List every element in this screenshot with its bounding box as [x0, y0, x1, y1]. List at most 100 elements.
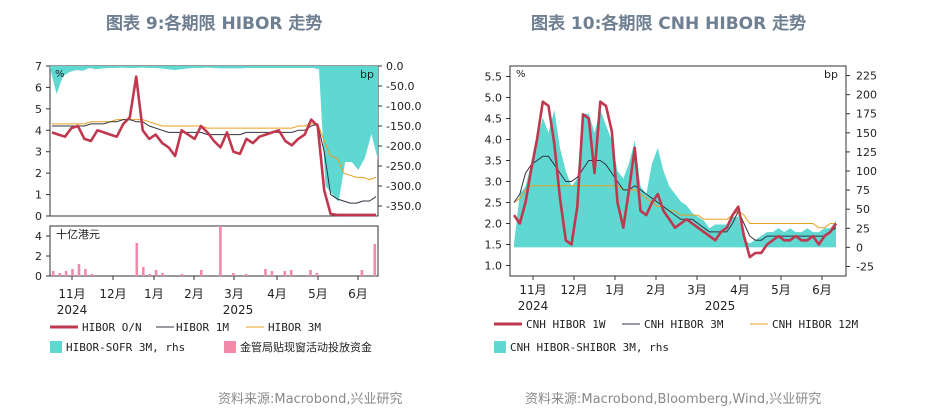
- left-y-tick-label: 6: [35, 81, 42, 94]
- right-legend-label: CNH HIBOR 3M: [644, 318, 724, 331]
- right-y2-tick-label: 200: [856, 89, 877, 102]
- right-y-unit: %: [516, 69, 526, 80]
- left-legend-label: HIBOR 1M: [176, 321, 229, 334]
- right-y2-tick-label: 150: [856, 127, 877, 140]
- left-bar-discount-window: [180, 274, 184, 276]
- left-x-tick-label: 3月: [224, 287, 244, 301]
- left-bar-discount-window: [64, 271, 68, 276]
- left-x-year-label: 2025: [223, 303, 254, 317]
- right-x-year-label: 2024: [518, 299, 549, 313]
- right-x-year-label: 2025: [705, 299, 736, 313]
- left-bar-discount-window: [283, 271, 287, 276]
- left-y2-tick-label: -50.0: [386, 80, 414, 93]
- right-y2-tick-label: 225: [856, 70, 877, 83]
- left-y2-tick-label: -100.0: [386, 100, 421, 113]
- left-bar-discount-window: [315, 273, 319, 276]
- right-y-tick-label: 1.0: [485, 260, 503, 273]
- left-bar-discount-window: [199, 270, 203, 276]
- right-y2-tick-label: 100: [856, 165, 877, 178]
- left-y-unit: %: [55, 69, 65, 80]
- left-bar-discount-window: [90, 274, 94, 276]
- right-x-tick-label: 12月: [560, 283, 587, 297]
- left-bar-discount-window: [373, 244, 377, 276]
- left-bar-discount-window: [264, 269, 267, 276]
- right-y2-tick-label: -25: [856, 260, 874, 273]
- left-bar-discount-window: [51, 271, 55, 276]
- left-bar-discount-window: [142, 267, 145, 276]
- left-bar-discount-window: [58, 273, 61, 276]
- left-bar-discount-window: [309, 270, 312, 276]
- left-y-tick-label: 1: [35, 189, 42, 202]
- left-x-tick-label: 4月: [267, 287, 287, 301]
- left-bar-discount-window: [232, 273, 235, 276]
- right-y-tick-label: 1.5: [485, 239, 503, 252]
- right-x-tick-label: 11月: [519, 283, 546, 297]
- right-x-tick-label: 3月: [687, 283, 707, 297]
- left-y2-tick-label: -200.0: [386, 140, 421, 153]
- right-x-tick-label: 1月: [605, 283, 625, 297]
- right-y-tick-label: 2.5: [485, 197, 503, 210]
- right-legend-label: CNH HIBOR 1W: [526, 318, 606, 331]
- right-y2-tick-label: 175: [856, 108, 877, 121]
- left-y2-tick-label: 0.0: [386, 60, 404, 73]
- left-bar-discount-window: [148, 274, 151, 276]
- left-bar-discount-window: [219, 226, 222, 276]
- right-y-tick-label: 4.5: [485, 113, 503, 126]
- left-y2-tick-label: -300.0: [386, 180, 421, 193]
- right-legend-label: CNH HIBOR 12M: [772, 318, 858, 331]
- left-bar-discount-window: [71, 269, 74, 276]
- right-series-line-0: [512, 100, 838, 259]
- left-legend-label: 金管局贴现窗活动投放资金: [240, 340, 372, 354]
- right-y2-tick-label: 125: [856, 146, 877, 159]
- left-y-tick-label: 2: [35, 167, 42, 180]
- right-x-tick-label: 4月: [730, 283, 750, 297]
- left-bar-discount-window: [289, 270, 293, 276]
- left-series-line-0: [51, 75, 376, 217]
- left-y-tick-label: 0: [35, 210, 42, 223]
- left-bar-discount-window: [77, 264, 81, 276]
- right-legend-label: CNH HIBOR-SHIBOR 3M, rhs: [510, 341, 669, 354]
- right-y2-tick-label: 0: [856, 241, 863, 254]
- left-x-tick-label: 1月: [144, 287, 164, 301]
- right-series-line-1: [513, 155, 837, 241]
- right-series-line-2: [513, 185, 836, 229]
- left-sub-ylabel: 十亿港元: [56, 227, 100, 241]
- left-y2-tick-label: -250.0: [386, 160, 421, 173]
- left-y-tick-label: 3: [35, 146, 42, 159]
- left-legend-swatch: [224, 341, 236, 353]
- left-bar-discount-window: [84, 269, 87, 276]
- left-series-line-1: [52, 119, 377, 204]
- left-chart: 0 1 2 3 4 5 6 7 0.0 -50.0 -100.0 -150.0 -200.0 -250.0…: [35, 60, 421, 354]
- right-chart-title: 图表 10:各期限 CNH HIBOR 走势: [531, 14, 807, 34]
- left-y-tick-label: 4: [35, 124, 42, 137]
- left-y2-tick-label: -350.0: [386, 200, 421, 213]
- right-y2-unit: bp: [824, 68, 838, 81]
- right-y-tick-label: 5.0: [485, 92, 503, 105]
- left-source-note: 资料来源:Macrobond,兴业研究: [218, 392, 403, 407]
- left-x-year-label: 2024: [57, 303, 88, 317]
- right-series-cnh-spread-area: [514, 109, 836, 248]
- right-legend-swatch: [494, 341, 506, 353]
- left-bar-discount-window: [360, 270, 364, 276]
- left-bar-discount-window: [244, 274, 248, 276]
- left-series-hibor-sofr-area: [50, 66, 378, 202]
- left-bar-discount-window: [154, 270, 158, 276]
- left-legend-label: HIBOR-SOFR 3M, rhs: [66, 341, 185, 354]
- right-y-tick-label: 5.5: [485, 71, 503, 84]
- left-y2-unit: bp: [360, 68, 374, 81]
- left-x-tick-label: 12月: [99, 287, 126, 301]
- left-x-tick-label: 5月: [308, 287, 328, 301]
- right-x-tick-label: 5月: [771, 283, 791, 297]
- right-y2-tick-label: 25: [856, 222, 870, 235]
- right-y-tick-label: 3.5: [485, 155, 503, 168]
- right-y-tick-label: 3.0: [485, 176, 503, 189]
- left-y2-tick-label: -150.0: [386, 120, 421, 133]
- left-x-tick-label: 2月: [184, 287, 204, 301]
- left-legend-swatch: [50, 341, 62, 353]
- left-series-line-2: [52, 119, 377, 181]
- right-y2-tick-label: 75: [856, 184, 870, 197]
- left-y-tick-label: 5: [35, 103, 42, 116]
- right-x-tick-label: 6月: [812, 283, 832, 297]
- left-sub-y-tick-label: 2: [35, 250, 42, 263]
